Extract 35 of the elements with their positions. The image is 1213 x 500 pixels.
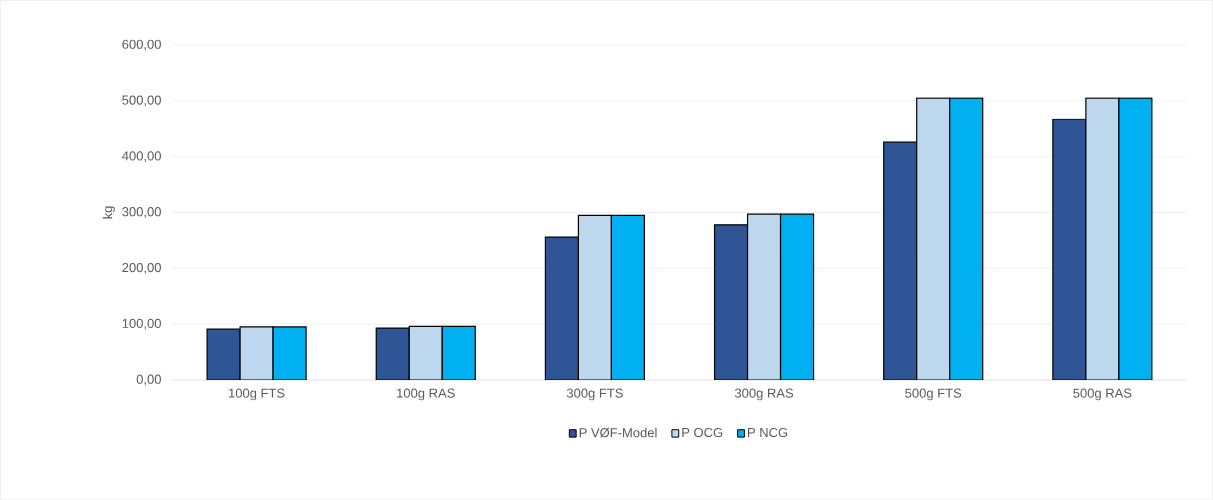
bar xyxy=(746,213,782,380)
y-tick-label: 300,00 xyxy=(122,207,161,218)
bar xyxy=(1085,97,1120,380)
bar xyxy=(916,97,951,380)
bar xyxy=(441,325,476,380)
legend-label: P OCG xyxy=(682,427,723,438)
bar xyxy=(544,236,579,380)
y-tick-label: 100,00 xyxy=(122,318,161,330)
x-tick-label: 500g FTS xyxy=(905,388,962,401)
bar xyxy=(272,326,307,380)
bar xyxy=(883,141,918,380)
y-tick-label: 600,00 xyxy=(122,39,161,51)
legend-label: P NCG xyxy=(748,427,788,438)
x-tick-label: 100g RAS xyxy=(397,388,455,401)
bar xyxy=(610,214,645,380)
bar xyxy=(949,97,984,380)
bar xyxy=(375,327,410,380)
bar xyxy=(408,325,443,380)
y-tick-label: 500,00 xyxy=(122,95,161,107)
y-axis-title: kg xyxy=(102,206,115,219)
y-tick-label: 0,00 xyxy=(136,374,161,386)
bar xyxy=(779,213,815,380)
x-tick-label: 300g FTS xyxy=(566,388,623,401)
bar xyxy=(713,224,749,380)
bar xyxy=(577,214,612,380)
x-tick-label: 500g RAS xyxy=(1073,388,1132,401)
legend-label: P VØF-Model xyxy=(579,427,657,438)
y-tick-label: 400,00 xyxy=(122,151,161,163)
bar xyxy=(206,328,241,380)
x-tick-label: 100g FTS xyxy=(229,388,285,401)
x-tick-label: 300g RAS xyxy=(734,388,794,401)
bar xyxy=(1118,97,1153,380)
y-tick-label: 200,00 xyxy=(122,262,161,274)
bar xyxy=(239,326,274,380)
bar xyxy=(1052,118,1087,380)
